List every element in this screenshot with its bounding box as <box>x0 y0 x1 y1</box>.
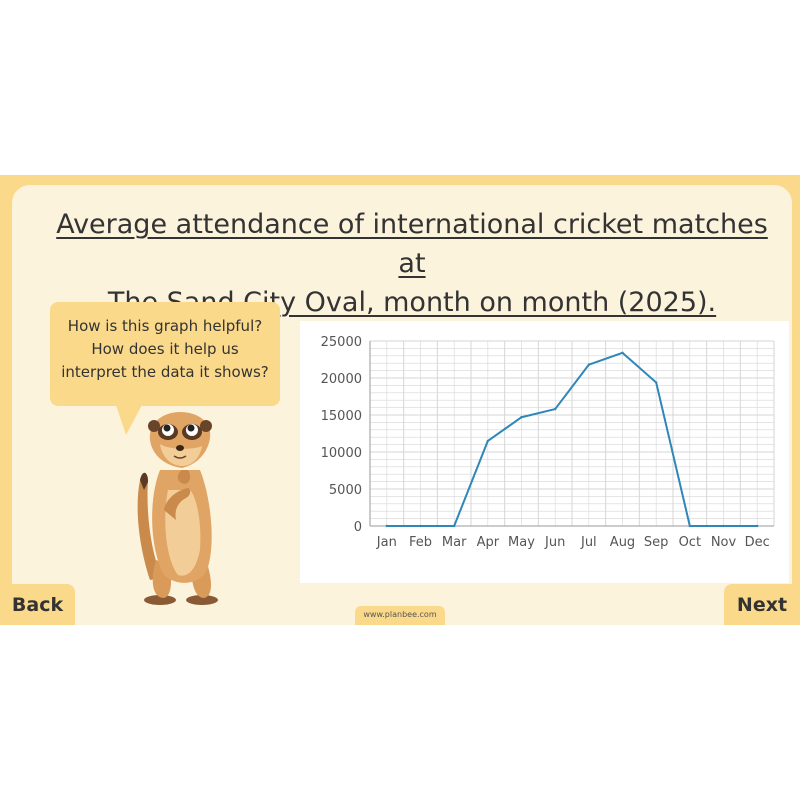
x-tick-label: Aug <box>610 535 635 550</box>
x-tick-label: Feb <box>409 535 432 550</box>
x-tick-label: Nov <box>711 535 737 550</box>
speech-line-2: How does it help us <box>91 340 239 358</box>
data-point <box>587 363 591 366</box>
data-point <box>553 407 557 411</box>
x-tick-label: Sep <box>644 535 669 550</box>
line-chart: 0 5000 10000 15000 20000 25000 Jan Feb Mar Apr Ma… <box>321 335 775 550</box>
speech-text: How is this graph helpful? How does it h… <box>50 315 280 384</box>
slide: Average attendance of international cric… <box>0 175 800 625</box>
speech-bubble: How is this graph helpful? How does it h… <box>50 302 280 406</box>
x-tick-label: Oct <box>679 535 701 550</box>
next-button[interactable]: Next <box>724 584 800 625</box>
data-point <box>385 524 389 528</box>
y-tick-label: 15000 <box>321 409 362 424</box>
y-tick-label: 0 <box>354 520 362 535</box>
data-point <box>452 524 456 528</box>
speech-line-3: interpret the data it shows? <box>61 363 269 381</box>
x-tick-label: Apr <box>477 535 500 550</box>
data-point <box>688 524 692 528</box>
data-point <box>755 524 759 528</box>
title-line-1: Average attendance of international cric… <box>56 209 768 279</box>
chart-card: 0 5000 10000 15000 20000 25000 Jan Feb Mar Apr Ma… <box>300 321 789 583</box>
y-tick-label: 25000 <box>321 335 362 350</box>
x-tick-label: Mar <box>442 535 467 550</box>
data-point <box>621 351 624 355</box>
content-panel: Average attendance of international cric… <box>12 185 792 625</box>
data-point <box>654 381 658 384</box>
data-point <box>419 524 422 528</box>
speech-bubble-tail <box>116 405 142 435</box>
chart-series <box>385 351 759 528</box>
speech-line-1: How is this graph helpful? <box>67 317 263 335</box>
x-tick-label: Jan <box>376 535 397 550</box>
meerkat-illustration <box>137 412 218 605</box>
y-tick-label: 20000 <box>321 372 362 387</box>
data-point <box>722 524 725 528</box>
chart-gridlines <box>369 340 775 527</box>
y-tick-label: 10000 <box>321 446 362 461</box>
y-tick-label: 5000 <box>329 483 362 498</box>
y-tick-labels: 0 5000 10000 15000 20000 25000 <box>321 335 362 535</box>
attendance-line <box>386 351 758 527</box>
data-point <box>520 416 523 419</box>
x-tick-label: Dec <box>745 535 770 550</box>
x-tick-labels: Jan Feb Mar Apr May Jun Jul Aug Sep Oct Nov Dec <box>376 535 770 550</box>
x-tick-label: May <box>508 535 535 550</box>
data-point <box>486 439 490 443</box>
x-tick-label: Jun <box>544 535 565 550</box>
website-label: www.planbee.com <box>355 606 445 625</box>
back-button[interactable]: Back <box>0 584 75 625</box>
x-tick-label: Jul <box>580 535 597 550</box>
